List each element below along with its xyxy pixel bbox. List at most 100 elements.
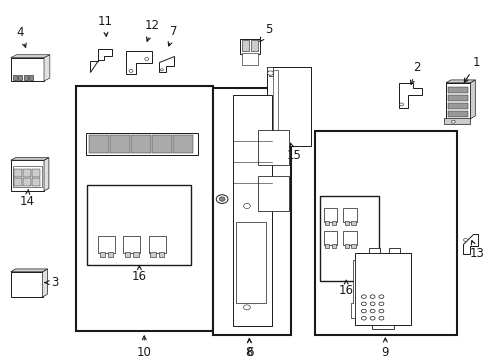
FancyBboxPatch shape (14, 178, 22, 186)
Polygon shape (11, 55, 50, 58)
Circle shape (267, 138, 273, 143)
FancyBboxPatch shape (351, 221, 355, 225)
Circle shape (267, 71, 273, 75)
FancyBboxPatch shape (23, 169, 31, 177)
FancyBboxPatch shape (100, 252, 104, 257)
FancyBboxPatch shape (266, 67, 310, 146)
Text: 3: 3 (45, 276, 59, 289)
FancyBboxPatch shape (239, 39, 260, 54)
FancyBboxPatch shape (257, 176, 289, 211)
Circle shape (378, 295, 383, 298)
Text: 16: 16 (132, 266, 146, 283)
FancyBboxPatch shape (388, 248, 399, 253)
FancyBboxPatch shape (23, 178, 31, 186)
FancyBboxPatch shape (241, 40, 248, 50)
FancyBboxPatch shape (87, 185, 190, 265)
Text: 7: 7 (168, 25, 178, 46)
Text: 8: 8 (245, 339, 253, 359)
FancyBboxPatch shape (325, 221, 328, 225)
Circle shape (369, 302, 374, 306)
FancyBboxPatch shape (11, 58, 44, 81)
FancyBboxPatch shape (232, 95, 271, 326)
FancyBboxPatch shape (344, 244, 348, 248)
Text: 12: 12 (145, 19, 160, 41)
FancyBboxPatch shape (257, 130, 289, 165)
FancyBboxPatch shape (152, 135, 172, 153)
FancyBboxPatch shape (241, 53, 258, 65)
Text: 14: 14 (20, 189, 34, 208)
FancyBboxPatch shape (443, 118, 469, 124)
FancyBboxPatch shape (344, 221, 348, 225)
Polygon shape (469, 80, 474, 119)
Circle shape (450, 120, 454, 123)
FancyBboxPatch shape (150, 252, 155, 257)
FancyBboxPatch shape (123, 236, 140, 253)
FancyBboxPatch shape (250, 40, 258, 50)
Circle shape (361, 309, 366, 313)
FancyBboxPatch shape (98, 236, 115, 253)
FancyBboxPatch shape (125, 252, 130, 257)
Polygon shape (445, 80, 474, 83)
FancyBboxPatch shape (29, 75, 33, 80)
FancyBboxPatch shape (447, 87, 468, 93)
FancyBboxPatch shape (11, 272, 42, 297)
Circle shape (216, 195, 227, 203)
Text: 5: 5 (260, 23, 272, 41)
FancyBboxPatch shape (315, 131, 456, 335)
Text: 13: 13 (468, 240, 483, 260)
Polygon shape (11, 158, 49, 160)
FancyBboxPatch shape (76, 86, 212, 331)
Text: 15: 15 (286, 143, 301, 162)
Circle shape (369, 309, 374, 313)
FancyBboxPatch shape (354, 253, 410, 325)
Polygon shape (350, 260, 354, 318)
FancyBboxPatch shape (447, 103, 468, 109)
Polygon shape (44, 158, 49, 191)
Circle shape (369, 295, 374, 298)
Circle shape (160, 69, 163, 71)
Polygon shape (126, 51, 151, 74)
FancyBboxPatch shape (11, 160, 44, 191)
FancyBboxPatch shape (89, 135, 109, 153)
FancyBboxPatch shape (173, 135, 193, 153)
FancyBboxPatch shape (212, 88, 290, 335)
Circle shape (144, 58, 148, 60)
Circle shape (361, 302, 366, 306)
FancyBboxPatch shape (159, 252, 164, 257)
FancyBboxPatch shape (445, 83, 469, 119)
FancyBboxPatch shape (85, 133, 198, 155)
FancyBboxPatch shape (447, 95, 468, 101)
FancyBboxPatch shape (133, 252, 139, 257)
FancyBboxPatch shape (323, 231, 337, 245)
FancyBboxPatch shape (108, 252, 113, 257)
Polygon shape (398, 83, 421, 108)
Circle shape (243, 305, 250, 310)
Text: 6: 6 (245, 339, 253, 359)
Text: 2: 2 (409, 61, 420, 84)
Text: 16: 16 (338, 280, 353, 297)
Circle shape (219, 197, 224, 201)
FancyBboxPatch shape (110, 135, 130, 153)
FancyBboxPatch shape (351, 244, 355, 248)
FancyBboxPatch shape (331, 221, 335, 225)
Polygon shape (44, 55, 50, 81)
Circle shape (378, 309, 383, 313)
Circle shape (361, 316, 366, 320)
FancyBboxPatch shape (13, 166, 42, 187)
FancyBboxPatch shape (371, 325, 393, 329)
FancyBboxPatch shape (23, 75, 27, 80)
Circle shape (378, 302, 383, 306)
Polygon shape (42, 269, 47, 297)
FancyBboxPatch shape (148, 236, 165, 253)
Circle shape (378, 316, 383, 320)
FancyBboxPatch shape (320, 196, 378, 281)
Text: 1: 1 (463, 57, 480, 82)
FancyBboxPatch shape (343, 231, 356, 245)
FancyBboxPatch shape (32, 178, 40, 186)
FancyBboxPatch shape (236, 222, 265, 303)
Text: 11: 11 (98, 15, 112, 36)
Circle shape (361, 295, 366, 298)
FancyBboxPatch shape (368, 248, 380, 253)
Circle shape (129, 69, 133, 72)
Circle shape (369, 316, 374, 320)
